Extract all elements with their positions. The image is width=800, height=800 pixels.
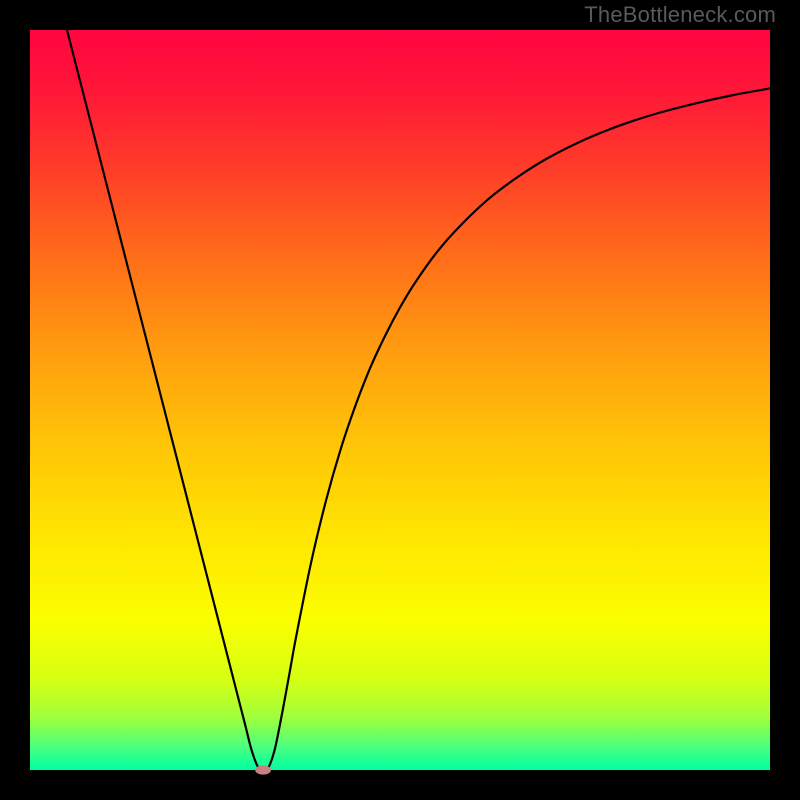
watermark-text: TheBottleneck.com [584,2,776,28]
bottleneck-chart [0,0,800,800]
plot-gradient-area [30,30,770,770]
chart-frame: TheBottleneck.com [0,0,800,800]
optimum-marker [256,766,271,774]
